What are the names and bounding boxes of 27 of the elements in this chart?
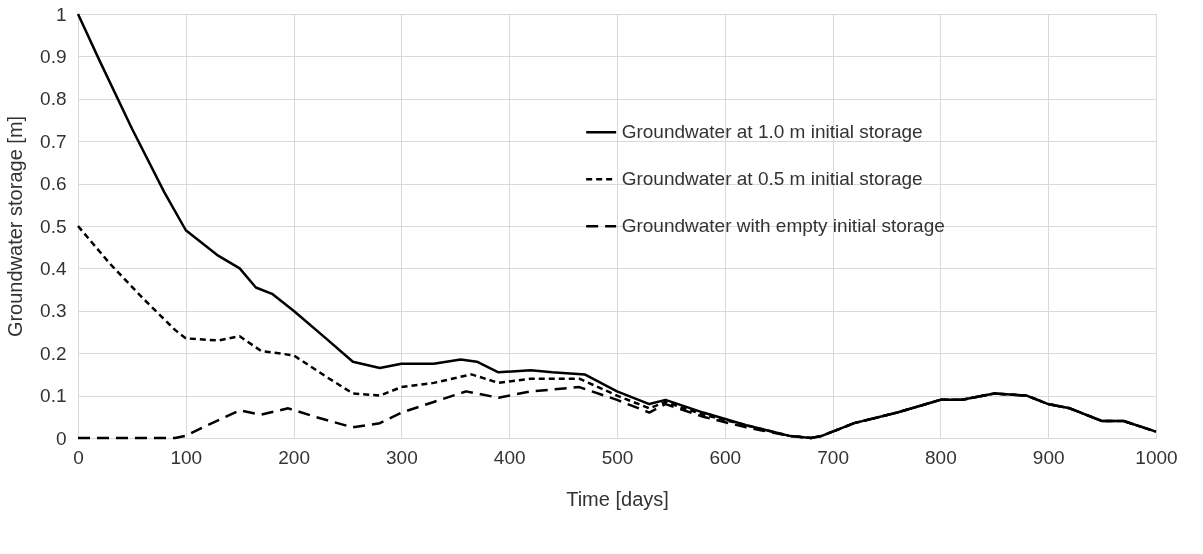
legend-label: Groundwater at 0.5 m initial storage bbox=[621, 168, 923, 190]
legend-label: Groundwater with empty initial storage bbox=[621, 215, 945, 237]
x-tick-label: 0 bbox=[73, 446, 84, 468]
x-tick-label: 1000 bbox=[1135, 446, 1178, 468]
legend-label: Groundwater at 1.0 m initial storage bbox=[621, 121, 923, 143]
y-tick-label: 0.3 bbox=[40, 300, 67, 322]
y-tick-label: 0.9 bbox=[40, 45, 67, 67]
x-tick-label: 900 bbox=[1032, 446, 1065, 468]
y-tick-label: 0.8 bbox=[40, 88, 67, 110]
y-tick-label: 0.1 bbox=[40, 385, 67, 407]
x-tick-label: 100 bbox=[170, 446, 203, 468]
y-tick-label: 0.2 bbox=[40, 342, 67, 364]
x-tick-label: 200 bbox=[278, 446, 310, 468]
x-tick-label: 700 bbox=[817, 446, 849, 468]
x-axis-title: Time [days] bbox=[566, 487, 669, 510]
y-tick-label: 0 bbox=[55, 427, 67, 449]
y-tick-label: 0.4 bbox=[40, 257, 67, 279]
y-tick-label: 0.5 bbox=[40, 215, 67, 237]
x-tick-label: 500 bbox=[601, 446, 634, 468]
y-tick-label: 0.7 bbox=[40, 130, 67, 152]
y-axis-title: Groundwater storage [m] bbox=[4, 115, 27, 338]
x-tick-label: 300 bbox=[386, 446, 418, 468]
y-tick-label: 1 bbox=[55, 3, 67, 25]
x-tick-label: 600 bbox=[709, 446, 742, 468]
y-tick-label: 0.6 bbox=[40, 173, 67, 195]
x-tick-label: 800 bbox=[925, 446, 957, 468]
x-tick-label: 400 bbox=[493, 446, 526, 468]
